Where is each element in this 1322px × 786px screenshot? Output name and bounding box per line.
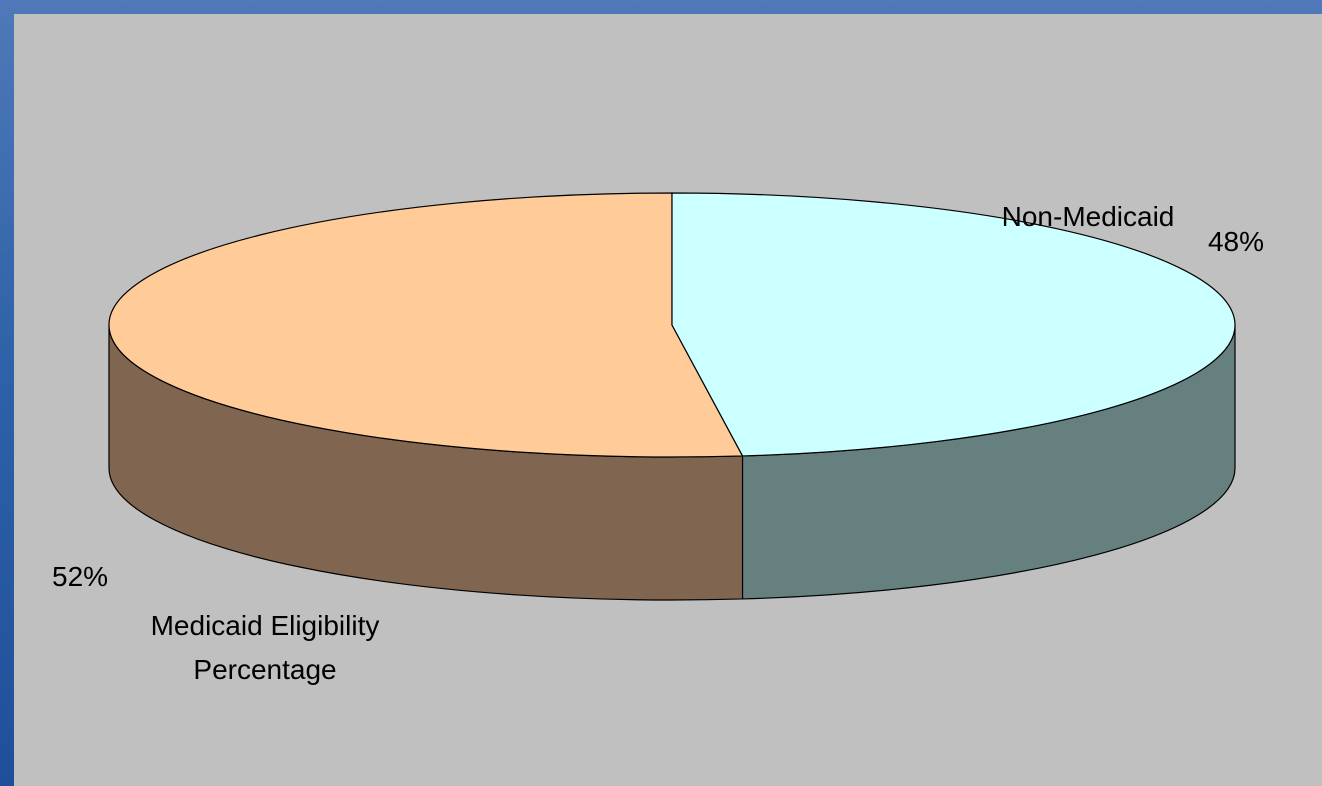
data-label-medicaid-name-line2: Percentage	[193, 654, 336, 685]
pie-slice-non-medicaid	[671, 192, 1236, 457]
pie-slice-medicaid	[108, 192, 744, 458]
data-label-medicaid-value: 52%	[52, 561, 108, 592]
data-label-non-medicaid-name: Non-Medicaid	[1002, 201, 1175, 232]
data-label-non-medicaid-value: 48%	[1208, 226, 1264, 257]
data-label-medicaid-name-line1: Medicaid Eligibility	[151, 610, 380, 641]
